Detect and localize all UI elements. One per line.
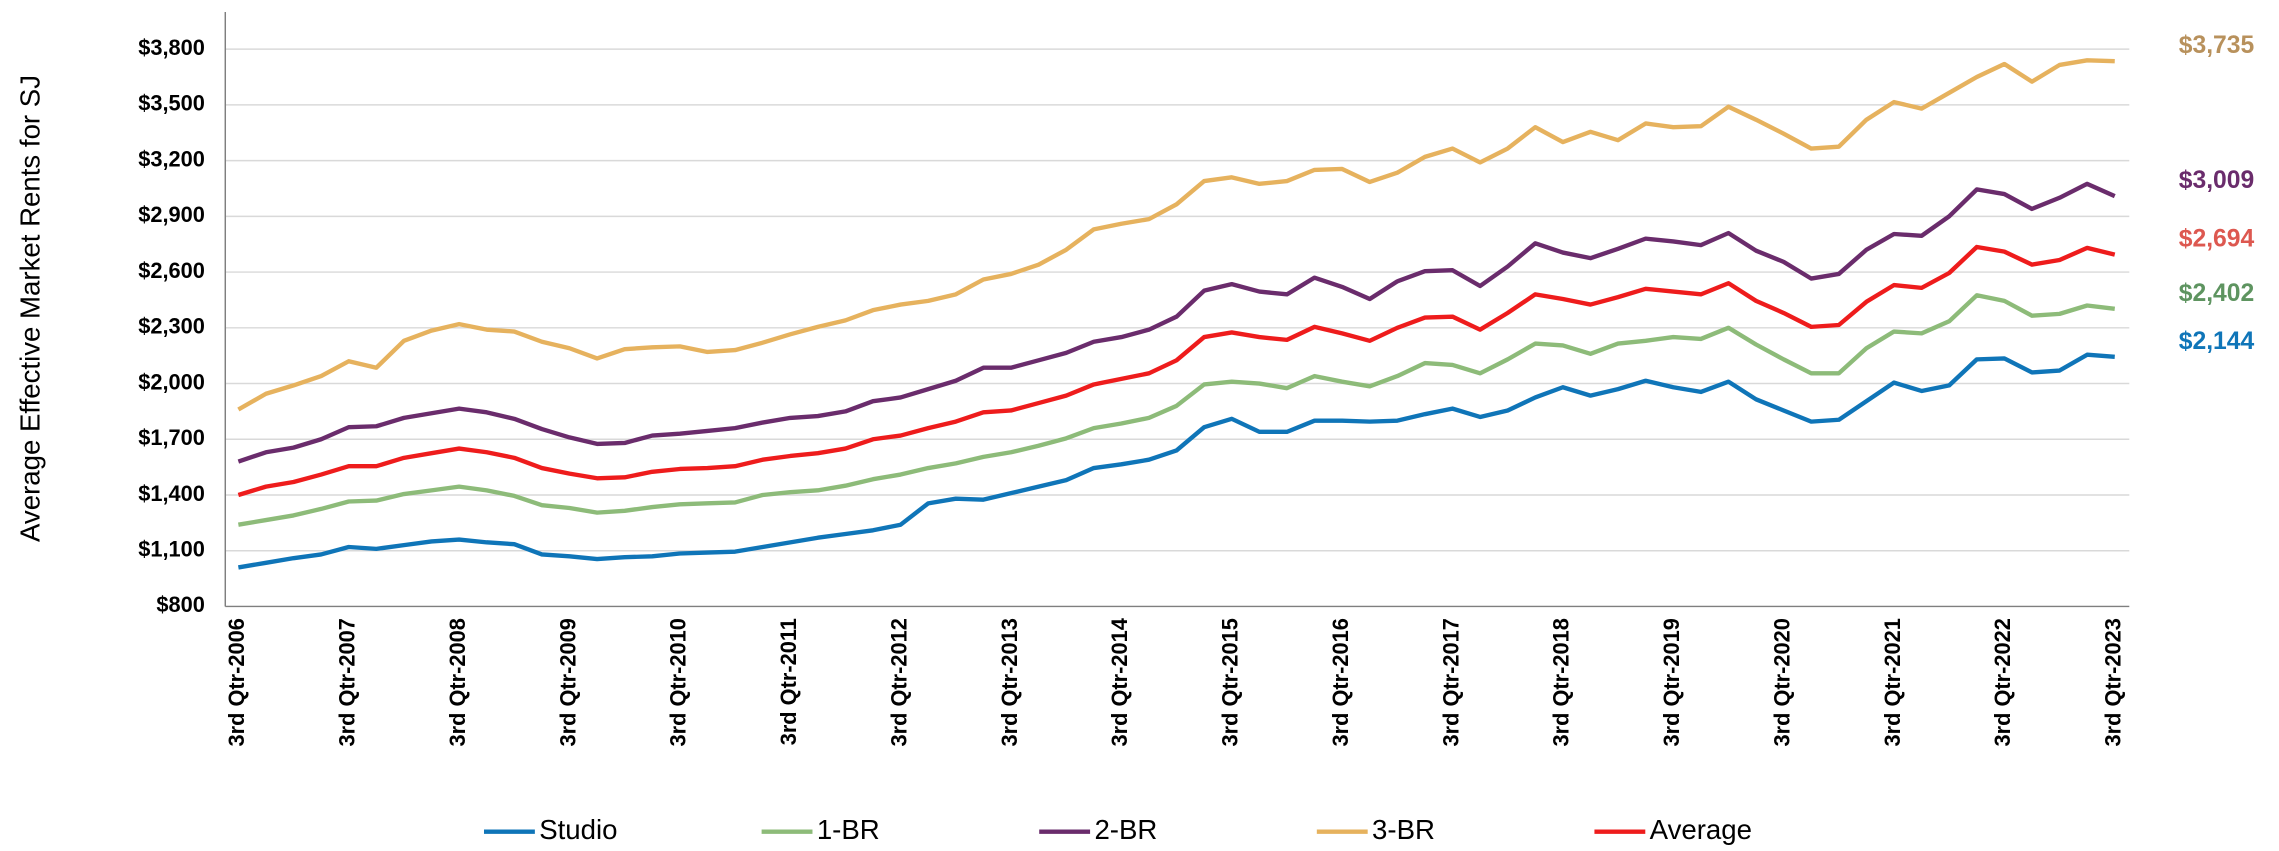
series-line	[237, 244, 2116, 498]
x-tick-label: 3rd Qtr-2021	[1880, 618, 1905, 746]
y-axis-title: Average Effective Market Rents for SJ	[14, 75, 45, 542]
x-tick-label: 3rd Qtr-2007	[335, 618, 360, 746]
series-line	[238, 293, 2116, 527]
end-value-label: $3,735	[2179, 32, 2255, 59]
x-tick-label: 3rd Qtr-2013	[997, 618, 1022, 746]
x-tick-label: 3rd Qtr-2008	[445, 618, 470, 746]
series-line	[237, 58, 2115, 412]
y-tick-label: $1,100	[138, 536, 205, 561]
y-tick-label: $3,800	[138, 35, 205, 60]
end-value-label: $2,144	[2179, 328, 2255, 355]
y-tick-label: $800	[156, 592, 205, 617]
y-tick-label: $1,700	[138, 425, 205, 450]
y-tick-label: $2,300	[138, 314, 205, 339]
series-line	[237, 181, 2116, 464]
series-line	[238, 352, 2115, 570]
y-tick-label: $2,600	[138, 258, 205, 283]
x-tick-label: 3rd Qtr-2017	[1438, 618, 1463, 746]
legend-label: Studio	[539, 814, 617, 845]
y-tick-label: $1,400	[138, 481, 205, 506]
end-value-label: $2,694	[2179, 226, 2255, 253]
x-tick-label: 3rd Qtr-2015	[1218, 618, 1243, 746]
x-tick-label: 3rd Qtr-2010	[666, 618, 691, 746]
end-value-label: $2,402	[2179, 280, 2255, 307]
x-tick-label: 3rd Qtr-2014	[1107, 618, 1132, 746]
legend-label: Average	[1650, 814, 1752, 845]
x-tick-label: 3rd Qtr-2016	[1328, 618, 1353, 746]
y-tick-label: $3,500	[138, 91, 205, 116]
x-tick-label: 3rd Qtr-2011	[776, 618, 801, 745]
y-tick-label: $2,000	[138, 369, 205, 394]
x-tick-label: 3rd Qtr-2023	[2101, 618, 2126, 746]
x-tick-label: 3rd Qtr-2018	[1549, 618, 1574, 746]
legend-label: 3-BR	[1372, 814, 1435, 845]
x-tick-label: 3rd Qtr-2022	[1990, 618, 2015, 746]
x-tick-label: 3rd Qtr-2020	[1769, 618, 1794, 746]
x-tick-label: 3rd Qtr-2012	[886, 618, 911, 746]
y-tick-label: $2,900	[138, 202, 205, 227]
legend-label: 2-BR	[1094, 814, 1157, 845]
x-tick-label: 3rd Qtr-2009	[555, 618, 580, 746]
legend-label: 1-BR	[817, 814, 880, 845]
x-tick-label: 3rd Qtr-2019	[1659, 618, 1684, 746]
end-value-label: $3,009	[2179, 167, 2255, 194]
y-tick-label: $3,200	[138, 146, 205, 171]
x-tick-label: 3rd Qtr-2006	[224, 618, 249, 746]
